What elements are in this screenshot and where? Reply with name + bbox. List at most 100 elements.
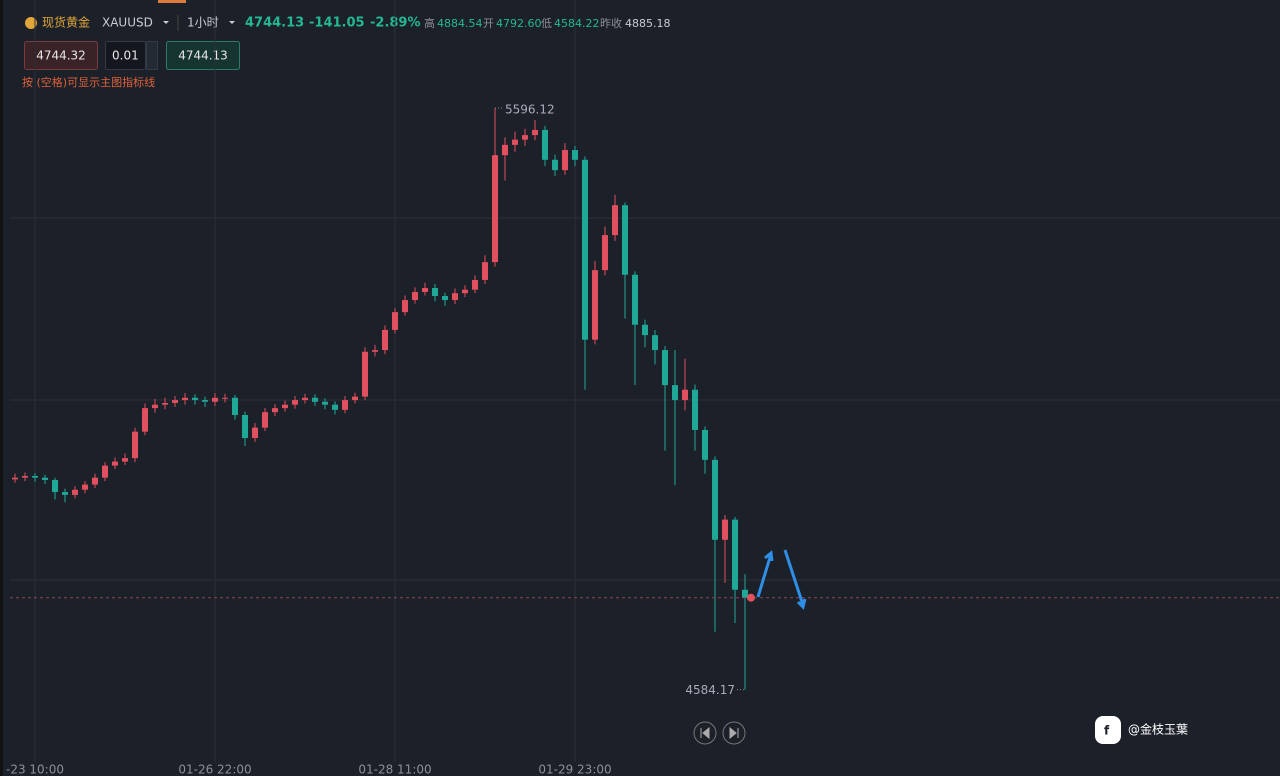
candle-body bbox=[62, 492, 68, 495]
candle-body bbox=[592, 270, 598, 340]
sell-price: 4744.32 bbox=[36, 49, 86, 63]
lots-spinner[interactable] bbox=[146, 41, 158, 70]
candle-body bbox=[682, 389, 688, 401]
candle-body bbox=[652, 335, 658, 351]
lots-input[interactable] bbox=[105, 41, 146, 70]
candle-body bbox=[42, 477, 48, 480]
x-tick-label: 01-26 22:00 bbox=[178, 763, 251, 776]
candle-body bbox=[602, 235, 608, 271]
candle-body bbox=[202, 400, 208, 402]
high-label: 高 bbox=[424, 16, 435, 30]
buy-price: 4744.13 bbox=[178, 49, 228, 63]
next-button[interactable] bbox=[722, 721, 746, 745]
candle-body bbox=[182, 397, 188, 401]
candle-body bbox=[462, 289, 468, 294]
candle-body bbox=[732, 519, 738, 590]
candle-body bbox=[422, 287, 428, 293]
candle-body bbox=[532, 129, 538, 136]
lots: 0.01 bbox=[112, 49, 139, 63]
candle-body bbox=[642, 324, 648, 336]
candle-body bbox=[582, 159, 588, 340]
min-label: 4584.17 bbox=[685, 683, 735, 697]
candle-body bbox=[412, 292, 418, 301]
tab-indicator bbox=[158, 0, 186, 3]
candle-body bbox=[702, 429, 708, 460]
dropdown-arrow bbox=[163, 21, 169, 24]
prev-button[interactable] bbox=[693, 721, 717, 745]
candle-body bbox=[472, 279, 478, 290]
candle-body bbox=[392, 312, 398, 330]
candle-body bbox=[72, 489, 78, 495]
candle-body bbox=[432, 287, 438, 297]
candle-body bbox=[272, 408, 278, 413]
candle-body bbox=[622, 205, 628, 275]
plot: -23 10:00 01-26 22:00 01-28 11:00 01-29 23:… bbox=[6, 0, 1280, 776]
next-icon bbox=[729, 726, 739, 740]
candle-body bbox=[132, 431, 138, 459]
x-tick-label: 01-29 23:00 bbox=[538, 763, 611, 776]
prev-close-label: 昨收 bbox=[600, 16, 622, 30]
candle-body bbox=[492, 155, 498, 263]
grid bbox=[10, 217, 1280, 581]
candle-body bbox=[242, 415, 248, 439]
candle-body bbox=[562, 150, 568, 171]
candle-body bbox=[742, 589, 748, 598]
price: 4744.13 bbox=[245, 16, 304, 31]
candle-body bbox=[402, 300, 408, 313]
candle-body bbox=[102, 465, 108, 478]
candle-body bbox=[112, 461, 118, 466]
candle-body bbox=[282, 404, 288, 409]
arrow-annotation bbox=[756, 549, 807, 610]
x-tick-label: -23 10:00 bbox=[6, 763, 64, 776]
candle-body bbox=[292, 400, 298, 405]
sell-button[interactable] bbox=[24, 41, 98, 70]
candle-body bbox=[482, 262, 488, 280]
candle-body bbox=[612, 205, 618, 236]
high: 4884.54 bbox=[437, 17, 483, 30]
candle-body bbox=[512, 139, 518, 145]
candle-body bbox=[692, 389, 698, 430]
fb-icon bbox=[1095, 716, 1121, 744]
watermark: @金枝玉葉 bbox=[1128, 722, 1188, 737]
buy-button[interactable] bbox=[166, 41, 240, 70]
candle-body bbox=[12, 477, 18, 480]
symbol-name[interactable]: 现货黄金 bbox=[42, 15, 90, 30]
candle-body bbox=[22, 475, 28, 478]
candle-body bbox=[332, 404, 338, 410]
candle-body bbox=[722, 519, 728, 540]
candle-body bbox=[152, 404, 158, 409]
candle-body bbox=[252, 427, 258, 439]
candle-body bbox=[672, 385, 678, 401]
change: -141.05 bbox=[309, 16, 365, 31]
candle-body bbox=[542, 129, 548, 160]
candle-body bbox=[502, 144, 508, 156]
current-price-dot bbox=[747, 593, 755, 602]
open-label: 开 bbox=[483, 17, 494, 30]
symbol-code[interactable]: XAUUSD bbox=[102, 16, 153, 30]
gold-icon bbox=[25, 17, 37, 29]
candle-body bbox=[712, 459, 718, 540]
candle-body bbox=[82, 484, 88, 490]
open: 4792.60 bbox=[496, 17, 542, 30]
candle-body bbox=[222, 397, 228, 399]
candle-body bbox=[142, 408, 148, 432]
candle-body bbox=[342, 400, 348, 410]
candle-body bbox=[662, 350, 668, 386]
candle-body bbox=[192, 397, 198, 401]
candle-body bbox=[92, 477, 98, 485]
left-edge bbox=[0, 0, 3, 776]
candle-body bbox=[552, 159, 558, 171]
max-label: 5596.12 bbox=[505, 102, 555, 116]
candle-body bbox=[232, 397, 238, 416]
candle-body bbox=[322, 401, 328, 405]
candle-body bbox=[382, 329, 388, 351]
candle-body bbox=[572, 150, 578, 160]
period[interactable]: 1小时 bbox=[187, 16, 219, 30]
candle-body bbox=[52, 479, 58, 493]
prev-close: 4885.18 bbox=[625, 17, 671, 30]
x-tick-label: 01-28 11:00 bbox=[358, 763, 431, 776]
candle-body bbox=[632, 274, 638, 325]
fb-letter: f bbox=[1104, 724, 1110, 738]
